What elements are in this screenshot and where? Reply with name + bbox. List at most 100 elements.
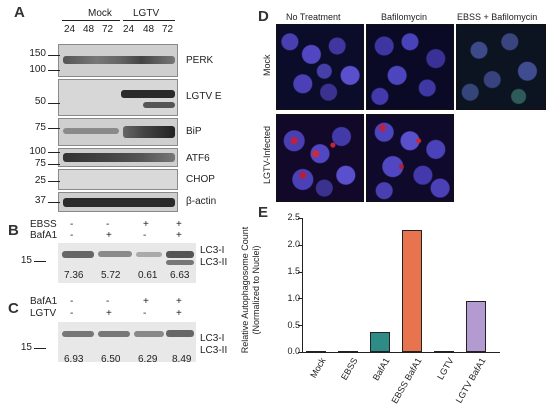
ratio-value: 6.50 [101, 354, 121, 365]
y-tick-label: 0.0 [287, 346, 300, 356]
y-tick [298, 218, 302, 219]
blot-label-bip: BiP [186, 126, 202, 137]
timepoint-label: 48 [83, 24, 95, 35]
mw-tick [48, 128, 60, 129]
row-label-ebss: EBSS [30, 219, 57, 230]
micrograph-lgtv-bafilomycin [366, 114, 454, 202]
column-label-no-treatment: No Treatment [286, 12, 341, 22]
sign: - [143, 308, 147, 319]
blot-label-beta-actin: β-actin [186, 196, 217, 207]
y-axis-title-line1: Relative Autophagosome Count [240, 226, 250, 354]
mw-marker: 37 [34, 195, 46, 206]
blot-perk [58, 44, 178, 77]
mw-tick [48, 103, 60, 104]
mock-group-line [62, 20, 120, 21]
ratio-value: 6.93 [64, 354, 84, 365]
blot-label-perk: PERK [186, 55, 214, 66]
x-tick-label: EBSS BafA1 [389, 356, 424, 405]
row-label-mock: Mock [262, 54, 272, 76]
blot-lgtv-e [58, 79, 178, 116]
y-tick-label: 1.0 [287, 293, 300, 303]
mw-marker: 25 [34, 175, 46, 186]
mw-tick [34, 261, 46, 262]
y-tick-label: 0.5 [287, 320, 300, 330]
band-label-lc3-ii: LC3-II [200, 257, 228, 268]
sign: - [70, 219, 74, 230]
timepoint-label: 72 [102, 24, 114, 35]
sign: - [70, 230, 74, 241]
blot-atf6 [58, 148, 178, 167]
mw-tick [48, 152, 60, 153]
ratio-value: 7.36 [64, 270, 84, 281]
x-tick-label: Mock [308, 356, 328, 380]
micrograph-lgtv-no-treatment [276, 114, 364, 202]
sign: - [106, 296, 110, 307]
x-axis-line [302, 352, 500, 353]
bar-mock [306, 351, 326, 353]
group-label-mock: Mock [88, 8, 112, 19]
ratio-value: 6.29 [138, 354, 158, 365]
mw-tick [48, 181, 60, 182]
y-tick [298, 352, 302, 353]
group-label-lgtv: LGTV [133, 8, 160, 19]
sign: + [176, 296, 182, 307]
y-tick [298, 298, 302, 300]
mw-tick [48, 164, 60, 165]
timepoint-label: 24 [123, 24, 135, 35]
bar-ebss-bafa1 [402, 230, 422, 352]
timepoint-label: 48 [143, 24, 155, 35]
blot-chop [58, 169, 178, 190]
sign: - [106, 219, 110, 230]
timepoint-label: 24 [64, 24, 76, 35]
column-label-ebss-bafilomycin: EBSS + Bafilomycin [457, 12, 538, 22]
row-label-lgtv-infected: LGTV-Infected [262, 125, 272, 184]
y-tick [298, 271, 302, 273]
column-label-bafilomycin: Bafilomycin [381, 12, 428, 22]
micrograph-mock-ebss-bafilomycin [456, 24, 546, 110]
mw-marker: 100 [29, 64, 46, 75]
blot-beta-actin [58, 192, 178, 212]
y-axis-title-line2: (Normalized to Nuclei) [251, 245, 261, 335]
blot-label-atf6: ATF6 [186, 153, 210, 164]
sign: + [106, 308, 112, 319]
lgtv-group-line [123, 20, 175, 21]
panel-e-letter: E [258, 204, 269, 221]
panel-d-letter: D [258, 8, 269, 25]
mw-marker: 50 [34, 96, 46, 107]
bar-bafa1 [370, 331, 390, 352]
mw-tick [48, 70, 60, 71]
band-label-lc3-i: LC3-I [200, 245, 225, 256]
mw-marker: 75 [34, 158, 46, 169]
sign: + [106, 230, 112, 241]
sign: + [143, 296, 149, 307]
blot-lc3-c [58, 322, 196, 362]
sign: - [70, 308, 74, 319]
mw-marker: 75 [34, 122, 46, 133]
panel-a-letter: A [14, 4, 25, 21]
y-tick [298, 325, 302, 327]
sign: - [143, 230, 147, 241]
mw-tick [48, 55, 60, 56]
band-label-lc3-i: LC3-I [200, 333, 225, 344]
bar-lgtv [434, 351, 454, 353]
x-tick-label: EBSS [338, 356, 360, 382]
ratio-value: 5.72 [101, 270, 121, 281]
y-tick-label: 1.5 [287, 266, 300, 276]
mw-tick [48, 202, 60, 203]
panel-b-letter: B [8, 222, 19, 239]
sign: + [176, 219, 182, 230]
y-tick-label: 2.5 [287, 212, 300, 222]
panel-c-letter: C [8, 300, 19, 317]
mw-marker: 150 [29, 48, 46, 59]
sign: - [70, 296, 74, 307]
x-tick-label: LGTV [435, 356, 456, 382]
x-tick-label: BafA1 [370, 356, 392, 383]
micrograph-mock-no-treatment [276, 24, 364, 110]
mw-marker: 100 [29, 146, 46, 157]
row-label-bafa1: BafA1 [30, 230, 58, 241]
mw-marker: 15 [20, 342, 32, 353]
timepoint-label: 72 [162, 24, 174, 35]
sign: + [176, 308, 182, 319]
bar-ebss [338, 351, 358, 353]
mw-tick [34, 348, 46, 349]
